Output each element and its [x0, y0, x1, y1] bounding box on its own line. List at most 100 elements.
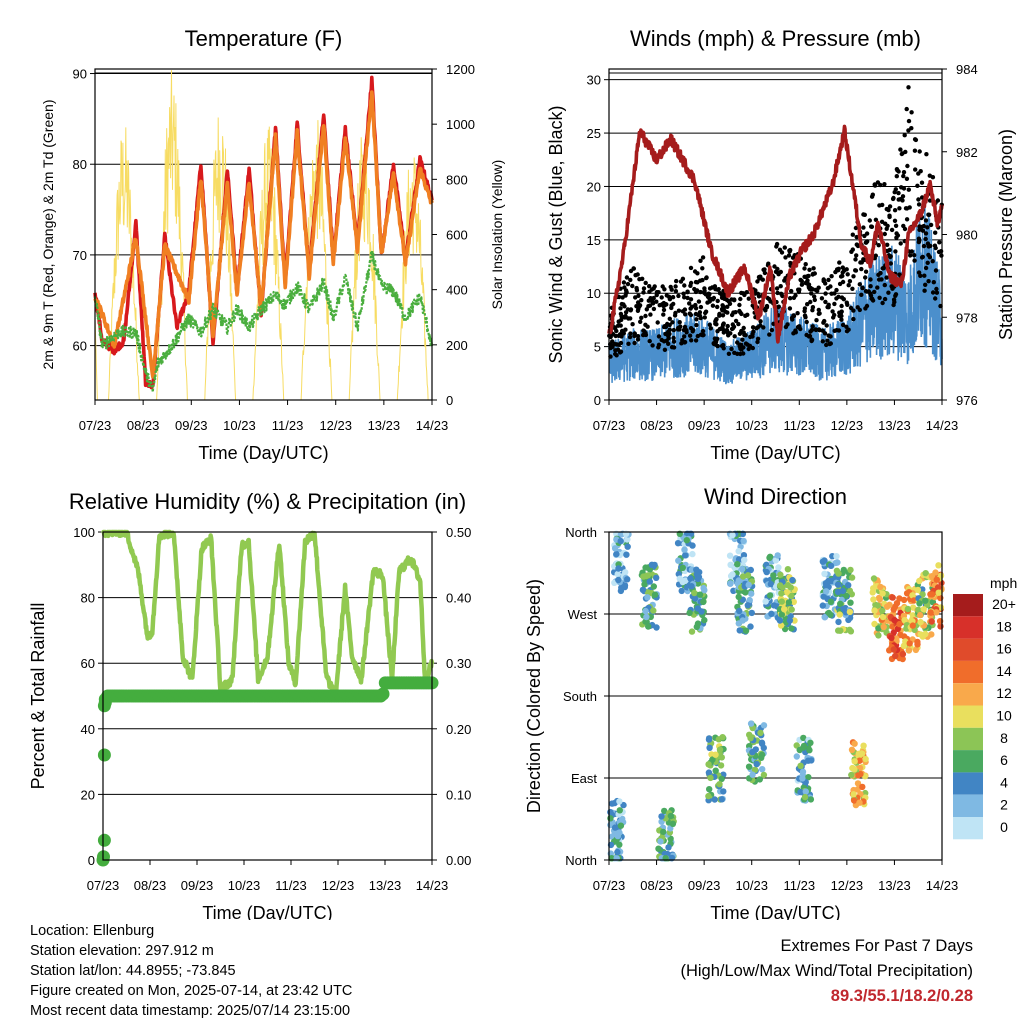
gust-point	[713, 339, 719, 344]
x-axis-label: Time (Day/UTC)	[202, 903, 332, 920]
x-axis-label: Time (Day/UTC)	[198, 443, 328, 463]
gust-point	[819, 296, 825, 301]
direction-point	[800, 734, 807, 742]
gust-point	[702, 286, 707, 291]
gust-point	[845, 272, 850, 277]
gust-point	[693, 279, 699, 285]
gust-point	[805, 278, 810, 283]
gust-point	[787, 249, 792, 254]
y-axis-label: Direction (Colored By Speed)	[524, 579, 544, 813]
gust-point	[651, 306, 657, 312]
direction-point	[784, 566, 792, 573]
direction-point	[851, 758, 858, 765]
gust-point	[928, 222, 934, 228]
y2-tick-label: 800	[446, 172, 468, 187]
gust-point	[648, 296, 653, 301]
legend-swatch	[953, 817, 983, 840]
direction-point	[770, 572, 777, 579]
direction-point	[905, 647, 913, 654]
gust-point	[887, 204, 893, 209]
direction-point	[840, 605, 847, 612]
gust-point	[710, 303, 716, 308]
gust-point	[853, 268, 858, 273]
gust-point	[638, 319, 643, 324]
gust-point	[906, 187, 911, 192]
gust-point	[647, 284, 652, 289]
gust-point	[886, 207, 891, 213]
direction-point	[806, 747, 813, 754]
plot-frame	[608, 531, 943, 861]
direction-point	[879, 613, 887, 621]
y2-tick-label: 982	[956, 145, 978, 160]
gust-point	[906, 85, 911, 90]
gust-point	[753, 288, 758, 293]
gust-point	[639, 298, 644, 303]
gust-point	[896, 190, 901, 196]
gust-point	[725, 323, 730, 329]
direction-point	[778, 598, 785, 605]
direction-point	[705, 792, 712, 800]
direction-point	[890, 606, 897, 613]
gust-point	[850, 232, 855, 237]
gust-point	[820, 328, 825, 333]
plot-frame	[94, 68, 433, 401]
gust-point	[902, 133, 907, 138]
gust-point	[857, 282, 862, 287]
x-tick-label: 07/23	[87, 878, 120, 893]
gust-point	[700, 277, 705, 283]
gust-point	[814, 318, 819, 323]
gust-point	[934, 286, 939, 292]
gust-point	[693, 338, 699, 343]
gust-point	[889, 227, 895, 233]
direction-point	[718, 796, 725, 803]
gust-point	[898, 241, 903, 246]
gust-point	[746, 296, 751, 301]
direction-point	[643, 572, 650, 580]
direction-point	[746, 596, 753, 604]
gust-point	[810, 272, 815, 277]
direction-point	[726, 552, 734, 559]
gust-point	[715, 287, 720, 292]
gust-point	[810, 308, 815, 313]
gust-point	[783, 255, 788, 260]
direction-point	[781, 606, 788, 613]
y2-axis-label: Station Pressure (Maroon)	[996, 129, 1016, 340]
direction-point	[934, 584, 942, 591]
direction-point	[751, 766, 759, 773]
direction-point	[696, 591, 704, 598]
direction-point	[691, 589, 698, 597]
gust-point	[861, 212, 866, 217]
direction-point	[620, 801, 627, 809]
gust-point	[774, 244, 779, 249]
gust-point	[901, 186, 907, 191]
gust-point	[613, 351, 618, 357]
y-tick-label: 90	[73, 67, 87, 82]
y-axis-label: 2m & 9m T (Red, Orange) & 2m Td (Green)	[40, 100, 56, 370]
direction-point	[916, 577, 923, 585]
direction-point	[757, 729, 764, 737]
gust-point	[892, 190, 897, 195]
gust-point	[643, 322, 648, 327]
y-tick-label: 80	[73, 157, 87, 172]
gust-point	[720, 327, 726, 332]
y2-tick-label: 200	[446, 338, 468, 353]
direction-point	[758, 739, 766, 746]
gust-point	[760, 277, 765, 282]
direction-point	[716, 781, 723, 788]
direction-point	[848, 574, 856, 581]
direction-point	[876, 595, 883, 603]
direction-point	[879, 607, 886, 614]
direction-point	[760, 744, 767, 752]
direction-point	[920, 606, 927, 613]
gust-point	[858, 260, 863, 265]
y2-tick-label: 976	[956, 393, 978, 408]
gust-point	[832, 301, 837, 307]
y2-tick-label: 978	[956, 310, 978, 325]
gust-point	[755, 336, 761, 341]
gust-point	[635, 337, 641, 342]
gust-point	[876, 243, 881, 248]
winds-pressure-panel: Winds (mph) & Pressure (mb) 0 5 10 15 20 25 30 9…	[546, 26, 1016, 463]
gust-point	[688, 297, 694, 302]
direction-point	[848, 771, 855, 779]
direction-point	[607, 815, 614, 822]
